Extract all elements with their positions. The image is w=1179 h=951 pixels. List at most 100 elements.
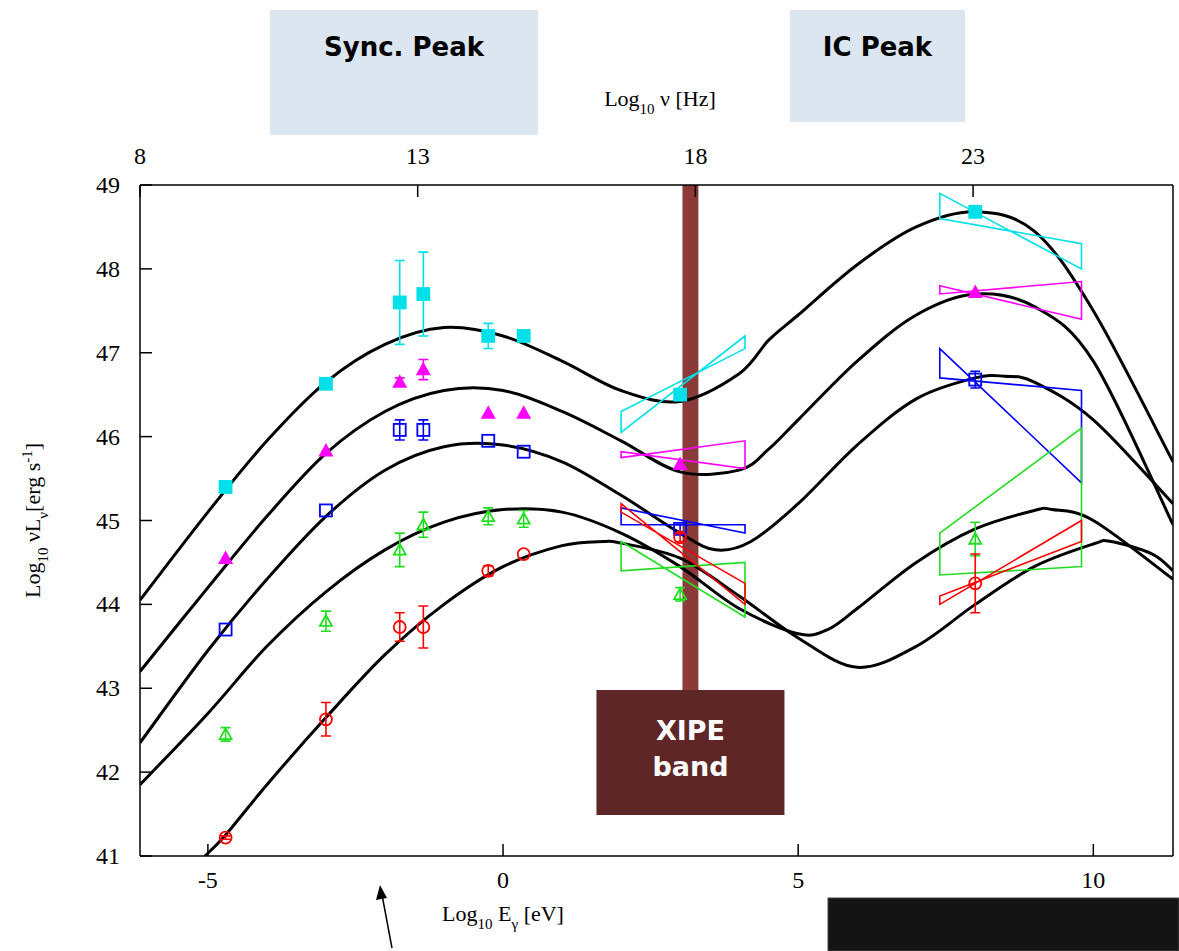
- data-point: [518, 513, 530, 524]
- xipe-label: XIPE: [656, 715, 725, 746]
- error-bar: [321, 703, 331, 737]
- x-axis-title: Log10 Eγ [eV]: [442, 901, 564, 932]
- annotation-box: [270, 10, 538, 135]
- inset-image: [828, 898, 1179, 951]
- y-tick: [140, 184, 152, 186]
- y-tick: [140, 352, 152, 354]
- x2-tick: [972, 185, 974, 197]
- inset-image-border: [828, 898, 1179, 951]
- data-point: [969, 286, 981, 297]
- data-point: [969, 533, 981, 544]
- error-bar: [395, 420, 405, 440]
- data-point: [320, 615, 332, 626]
- label-part: E: [493, 901, 512, 926]
- data-point: [518, 330, 530, 342]
- data-point: [969, 577, 981, 589]
- y-tick-label: 45: [96, 508, 120, 534]
- data-point: [518, 446, 530, 458]
- label-part: ν [Hz]: [655, 86, 716, 111]
- label-superscript: -1: [19, 450, 35, 463]
- x2-tick-label: 23: [961, 143, 985, 169]
- data-point: [320, 504, 332, 516]
- data-point: [417, 364, 429, 375]
- error-bar: [519, 510, 529, 527]
- data-point: [674, 458, 686, 469]
- bowtie: [621, 441, 745, 469]
- data-point: [220, 481, 232, 493]
- data-point: [518, 407, 530, 418]
- model-curve: [140, 294, 1173, 672]
- bowtie: [621, 542, 745, 618]
- data-point: [220, 624, 232, 636]
- x-tick-label: 10: [1081, 867, 1105, 893]
- error-bar: [418, 420, 428, 440]
- x-tick-label: 0: [497, 867, 509, 893]
- data-point: [320, 445, 332, 456]
- error-bar: [321, 611, 331, 631]
- x-tick-label: 5: [792, 867, 804, 893]
- error-bar: [395, 260, 405, 344]
- annotation-text: IC Peak: [823, 32, 933, 62]
- error-bar: [395, 533, 405, 567]
- x-axis-line: [140, 855, 1173, 857]
- data-point: [482, 330, 494, 342]
- data-point: [482, 407, 494, 418]
- error-bar: [221, 728, 231, 741]
- error-bar: [483, 566, 493, 576]
- bowtie: [621, 336, 745, 432]
- y-axis-title: Log10 νLν[erg s-1]: [19, 443, 51, 598]
- label-subscript: 10: [35, 548, 51, 563]
- data-point: [220, 832, 232, 844]
- label-part: Log: [442, 901, 477, 926]
- bowtie: [940, 521, 1082, 605]
- data-point: [969, 374, 981, 386]
- y-tick-label: 46: [96, 424, 120, 450]
- y-tick: [140, 604, 152, 606]
- x-tick: [797, 844, 799, 856]
- data-point: [482, 510, 494, 521]
- label-part: [erg s: [20, 463, 45, 512]
- y-tick-label: 48: [96, 256, 120, 282]
- data-point: [417, 519, 429, 530]
- x2-tick: [417, 185, 419, 197]
- y-tick: [140, 688, 152, 690]
- bowtie: [621, 508, 745, 533]
- data-point: [394, 296, 406, 308]
- y-tick-label: 43: [96, 675, 120, 701]
- bowtie: [940, 428, 1082, 575]
- label-subscript: 10: [640, 101, 655, 117]
- data-point: [394, 376, 406, 387]
- x2-tick: [139, 185, 141, 197]
- y-tick-label: 44: [96, 591, 120, 617]
- model-curve: [205, 540, 1173, 856]
- data-point: [674, 531, 686, 543]
- x2-axis-title: Log10 ν [Hz]: [604, 86, 716, 117]
- model-curve: [140, 375, 1173, 742]
- pointer-arrow: [382, 895, 392, 948]
- xipe-label-box: [596, 690, 784, 815]
- chart-root: Sync. PeakIC PeakLog10 ν [Hz]XIPEband-50…: [0, 0, 1179, 951]
- y-tick-label: 42: [96, 759, 120, 785]
- pointer-arrow-head: [376, 885, 387, 900]
- data-point: [220, 728, 232, 739]
- xipe-band: [682, 185, 698, 690]
- error-bar: [483, 508, 493, 525]
- x2-tick-label: 13: [406, 143, 430, 169]
- data-point: [394, 424, 406, 436]
- data-point: [394, 621, 406, 633]
- x2-axis-line: [140, 184, 1173, 186]
- label-part: νL: [20, 519, 45, 548]
- bowtie: [621, 504, 745, 605]
- x2-tick-label: 18: [683, 143, 707, 169]
- data-point: [674, 588, 686, 599]
- data-point: [518, 548, 530, 560]
- data-point: [394, 544, 406, 555]
- y-tick-label: 47: [96, 340, 120, 366]
- label-subscript: 10: [478, 916, 493, 932]
- x2-tick: [695, 185, 697, 197]
- x2-tick-label: 8: [134, 143, 146, 169]
- bowtie: [940, 282, 1082, 320]
- y-tick: [140, 436, 152, 438]
- data-point: [482, 435, 494, 447]
- annotation-text: Sync. Peak: [324, 32, 485, 62]
